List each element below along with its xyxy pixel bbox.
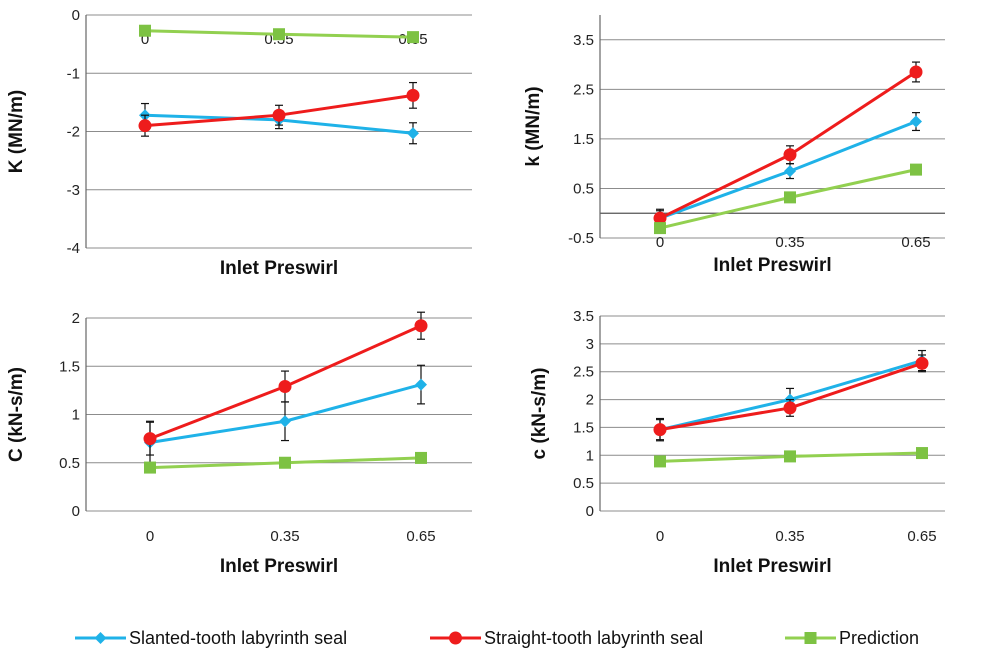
legend-circle-marker	[449, 631, 462, 645]
data-point-square	[415, 451, 427, 464]
x-tick-label: 0	[656, 234, 664, 251]
data-point-square	[407, 31, 419, 44]
series-prediction	[144, 451, 427, 474]
y-tick-label: -4	[67, 240, 80, 257]
data-point-square	[139, 24, 151, 37]
legend-square-marker	[804, 632, 817, 644]
legend-label-slanted: Slanted-tooth labyrinth seal	[129, 628, 347, 648]
x-axis-title: Inlet Preswirl	[220, 258, 338, 279]
y-tick-label: 1	[586, 447, 594, 464]
x-tick-label: 0.65	[406, 528, 435, 545]
series-straight	[653, 354, 929, 441]
x-tick-label: 0	[146, 528, 154, 545]
data-point-circle	[138, 119, 152, 133]
data-point-circle	[143, 432, 157, 446]
data-point-diamond	[910, 115, 922, 128]
y-tick-label: 3.5	[573, 32, 594, 49]
y-tick-label: 1.5	[573, 419, 594, 436]
legend: Slanted-tooth labyrinth seal Straight-to…	[75, 628, 919, 648]
y-tick-label: 0	[72, 7, 80, 24]
series-slanted	[654, 112, 922, 227]
y-axis-title: c (kN-s/m)	[529, 368, 550, 460]
data-point-square	[910, 163, 922, 176]
data-point-diamond	[407, 127, 419, 140]
data-point-square	[273, 28, 285, 41]
data-point-diamond	[279, 415, 291, 428]
series-prediction	[139, 24, 419, 44]
series-straight	[143, 311, 428, 456]
chart-panel-3: 0 0.5 1 1.5 2 0 0.35 0.65 Inlet Preswirl C (kN-s/…	[6, 310, 472, 577]
y-tick-label: -1	[67, 65, 80, 82]
data-point-square	[784, 450, 796, 463]
series-straight	[653, 61, 923, 228]
data-point-square	[279, 456, 291, 469]
chart-panel-4: 0 0.5 1 1.5 2 2.5 3 3.5 0 0.35 0.65 Inlet Preswirl c…	[529, 308, 945, 577]
legend-item-straight: Straight-tooth labyrinth seal	[430, 628, 703, 648]
legend-item-slanted: Slanted-tooth labyrinth seal	[75, 628, 347, 648]
x-tick-label: 0.35	[775, 528, 804, 545]
data-point-circle	[278, 380, 292, 394]
y-tick-label: 0.5	[573, 180, 594, 197]
y-tick-label: 1.5	[59, 358, 80, 375]
y-tick-label: 0.5	[59, 455, 80, 472]
series-prediction	[654, 163, 922, 235]
y-tick-label: 2	[72, 310, 80, 327]
data-point-square	[916, 447, 928, 460]
data-point-diamond	[784, 165, 796, 178]
y-tick-label: 2.5	[573, 81, 594, 98]
data-point-circle	[414, 319, 428, 333]
data-point-square	[144, 461, 156, 474]
series-straight	[138, 81, 420, 137]
x-tick-label: 0	[141, 31, 149, 48]
legend-item-prediction: Prediction	[785, 628, 919, 648]
x-axis-title: Inlet Preswirl	[713, 556, 831, 577]
data-point-circle	[272, 108, 286, 122]
y-tick-label: 1	[72, 407, 80, 424]
data-point-circle	[653, 423, 667, 437]
y-tick-label: 0	[72, 503, 80, 520]
series-prediction	[654, 447, 928, 468]
data-point-square	[784, 191, 796, 204]
y-tick-label: -0.5	[568, 230, 594, 247]
x-axis-title: Inlet Preswirl	[713, 255, 831, 276]
y-tick-label: -3	[67, 182, 80, 199]
x-tick-label: 0.65	[901, 234, 930, 251]
y-axis-title: K (MN/m)	[6, 90, 27, 173]
y-tick-label: 0.5	[573, 475, 594, 492]
data-point-circle	[915, 356, 929, 370]
x-tick-label: 0.65	[907, 528, 936, 545]
y-axis-title: k (MN/m)	[523, 86, 544, 166]
legend-label-straight: Straight-tooth labyrinth seal	[484, 628, 703, 648]
y-tick-label: 2	[586, 392, 594, 409]
data-point-circle	[406, 88, 420, 102]
y-tick-label: 3.5	[573, 308, 594, 325]
x-tick-label: 0.35	[270, 528, 299, 545]
data-point-square	[654, 455, 666, 468]
y-tick-label: 2.5	[573, 364, 594, 381]
y-tick-label: 3	[586, 336, 594, 353]
legend-diamond-marker	[94, 632, 107, 644]
data-point-circle	[783, 148, 797, 162]
x-axis-title: Inlet Preswirl	[220, 556, 338, 577]
y-axis-title: C (kN-s/m)	[6, 367, 27, 462]
chart-panel-2: 3.5 2.5 1.5 0.5 -0.5 0 0.35 0.65 Inlet Preswirl k…	[523, 15, 945, 276]
data-point-circle	[909, 65, 923, 79]
data-point-square	[654, 222, 666, 235]
data-point-circle	[783, 401, 797, 415]
data-point-circle	[653, 211, 667, 225]
x-tick-label: 0.35	[775, 234, 804, 251]
legend-label-prediction: Prediction	[839, 628, 919, 648]
y-tick-label: 1.5	[573, 131, 594, 148]
x-tick-label: 0	[656, 528, 664, 545]
data-point-diamond	[415, 378, 427, 391]
y-tick-label: -2	[67, 124, 80, 141]
y-tick-label: 0	[586, 503, 594, 520]
